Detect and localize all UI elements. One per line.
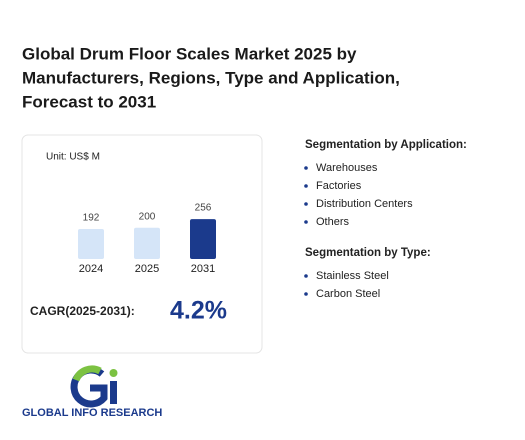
segment-item: Carbon Steel: [316, 288, 380, 300]
title-line: Manufacturers, Regions, Type and Applica…: [22, 68, 400, 87]
unit-label: Unit: US$ M: [46, 152, 100, 163]
segment-item: Others: [316, 216, 350, 228]
segment-item: Stainless Steel: [316, 270, 389, 282]
segment-heading: Segmentation by Application:: [305, 139, 467, 151]
bullet: [304, 166, 308, 170]
cagr-label: CAGR(2025-2031):: [30, 304, 135, 318]
segment-item: Distribution Centers: [316, 198, 413, 210]
bar: [78, 229, 104, 259]
bar: [134, 227, 160, 259]
bullet: [304, 292, 308, 296]
logo-text: GLOBAL INFO RESEARCH: [22, 407, 162, 419]
bullet: [304, 220, 308, 224]
title-line: Forecast to 2031: [22, 92, 156, 111]
x-tick-label: 2024: [79, 263, 103, 275]
bar: [190, 219, 216, 259]
x-tick-label: 2031: [191, 263, 215, 275]
bullet: [304, 274, 308, 278]
x-tick-label: 2025: [135, 263, 159, 275]
value-label: 256: [195, 203, 212, 214]
logo-mark: [70, 365, 118, 408]
segment-heading: Segmentation by Type:: [305, 247, 431, 259]
title-line: Global Drum Floor Scales Market 2025 by: [22, 44, 357, 63]
cagr-value: 4.2%: [170, 297, 227, 325]
bullet: [304, 202, 308, 206]
value-label: 200: [139, 211, 156, 222]
value-label: 192: [83, 213, 100, 224]
segment-item: Warehouses: [316, 162, 378, 174]
segment-item: Factories: [316, 180, 362, 192]
bullet: [304, 184, 308, 188]
